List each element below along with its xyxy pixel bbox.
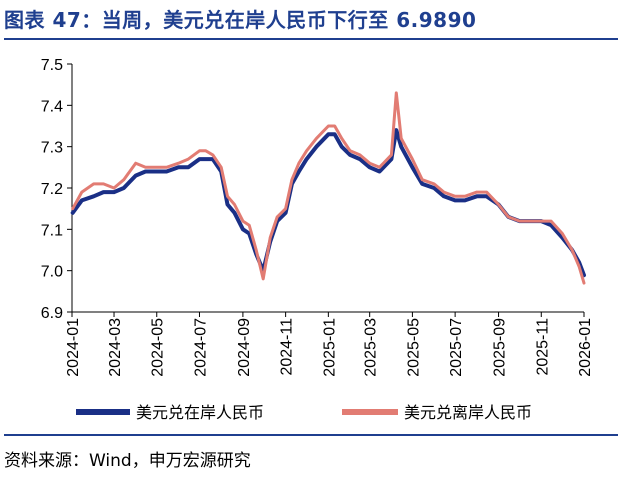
x-tick-label: 2025-05: [405, 318, 422, 377]
x-tick-label: 2025-07: [448, 318, 465, 377]
y-tick-label: 7.2: [41, 181, 63, 198]
x-tick-label: 2025-09: [492, 318, 509, 377]
x-tick-label: 2024-01: [65, 318, 82, 377]
x-tick-label: 2024-11: [279, 318, 296, 376]
y-tick-label: 7.5: [41, 57, 63, 74]
x-tick-label: 2025-01: [321, 318, 338, 377]
y-tick-label: 7.3: [41, 140, 63, 157]
x-tick-label: 2024-03: [107, 318, 124, 377]
line-chart: 6.9 7.0 7.1 7.2 7.3 7.4 7.5 2024-01 2024-03 2024-…: [41, 57, 594, 422]
series-line-onshore: [70, 128, 586, 278]
title-rule: [4, 38, 618, 40]
legend: 美元兑在岸人民币 美元兑离岸人民币: [76, 403, 532, 422]
x-tick-label: 2026-01: [577, 318, 594, 377]
y-tick-label: 7.4: [41, 98, 63, 115]
y-tick-label: 6.9: [41, 305, 63, 322]
axes: 6.9 7.0 7.1 7.2 7.3 7.4 7.5 2024-01 2024-03 2024-…: [41, 57, 594, 377]
x-tick-label: 2024-05: [150, 318, 167, 377]
legend-label: 美元兑离岸人民币: [404, 403, 532, 422]
x-tick-label: 2024-07: [192, 318, 209, 377]
y-tick-label: 7.1: [41, 222, 63, 239]
x-tick-label: 2025-11: [534, 318, 551, 376]
x-tick-label: 2025-03: [363, 318, 380, 377]
legend-label: 美元兑在岸人民币: [136, 403, 264, 422]
chart-title: 图表 47：当周，美元兑在岸人民币下行至 6.9890: [4, 8, 477, 32]
source-rule: [4, 434, 618, 436]
y-tick-label: 7.0: [41, 264, 63, 281]
series-line-offshore: [71, 91, 586, 285]
series-layer: [70, 91, 586, 285]
x-tick-label: 2024-09: [236, 318, 253, 377]
source-note: 资料来源：Wind，申万宏源研究: [4, 451, 251, 471]
